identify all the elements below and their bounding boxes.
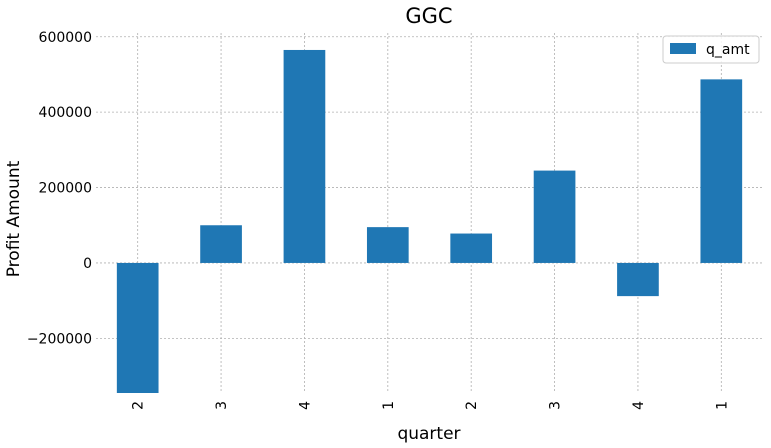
bar	[617, 262, 659, 297]
y-tick-label: 400000	[39, 105, 92, 121]
y-tick-label: 0	[83, 256, 92, 272]
x-tick-label: 3	[548, 401, 564, 410]
x-tick-label: 1	[714, 401, 730, 410]
x-tick-label: 4	[297, 401, 313, 410]
y-tick-label: −200000	[27, 331, 92, 347]
x-axis-label: quarter	[397, 424, 460, 444]
y-tick-label: 200000	[39, 181, 92, 197]
y-axis-ticks: −200000 0 200000 400000 600000	[27, 30, 92, 348]
bars	[116, 49, 743, 393]
x-tick-label: 4	[631, 401, 647, 410]
bar	[533, 170, 576, 263]
chart-title: GGC	[405, 4, 452, 28]
bar	[116, 262, 159, 393]
bar	[700, 79, 743, 263]
x-tick-label: 3	[214, 401, 230, 410]
bar	[283, 49, 326, 263]
y-axis-label: Profit Amount	[4, 160, 24, 277]
legend-frame	[662, 35, 760, 64]
grid	[96, 33, 763, 393]
bar	[450, 233, 493, 263]
x-tick-label: 2	[131, 401, 147, 410]
x-tick-label: 2	[464, 401, 480, 410]
bar	[200, 225, 242, 263]
x-tick-label: 1	[381, 401, 397, 410]
legend: q_amt	[662, 35, 760, 64]
x-axis-ticks: 2 3 4 1 2 3 4 1	[131, 401, 731, 410]
bar	[366, 227, 409, 263]
y-tick-label: 600000	[39, 30, 92, 46]
legend-swatch	[670, 43, 696, 54]
legend-label: q_amt	[706, 42, 750, 58]
